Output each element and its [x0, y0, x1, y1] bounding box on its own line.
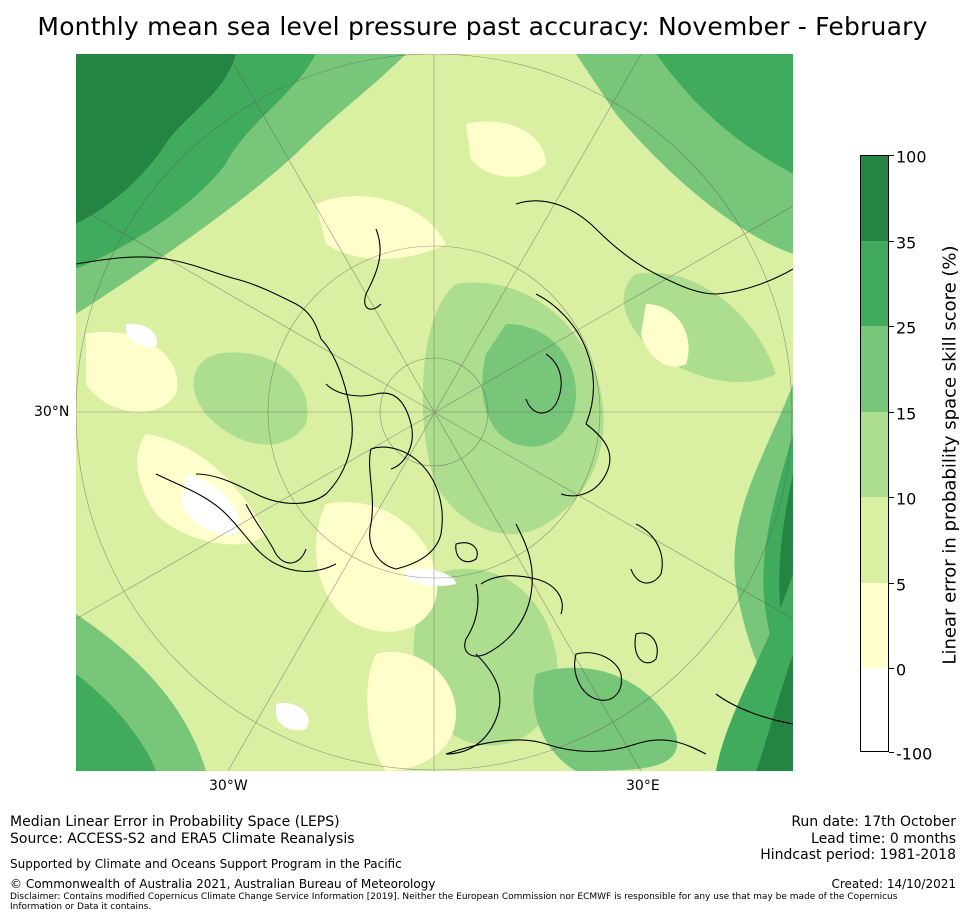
colorbar-tick-label: 15	[896, 404, 917, 424]
field-yellow-5	[316, 196, 446, 259]
coast-baltic	[480, 575, 563, 615]
field-yellow-1	[86, 332, 178, 413]
colorbar-bin-neg100-0	[860, 668, 889, 752]
lon-label-30e: 30°E	[626, 778, 660, 794]
footer-method: Median Linear Error in Probability Space…	[10, 814, 340, 830]
coast-iceland	[455, 542, 478, 563]
footer-support: Supported by Climate and Oceans Support …	[10, 857, 402, 871]
colorbar-tick-label: 10	[896, 489, 917, 509]
colorbar-title: Linear error in probability space skill …	[939, 245, 961, 665]
colorbar-bin-35-100	[860, 155, 889, 241]
colorbar-tick-label: -100	[896, 744, 933, 764]
coast-mediterranean	[445, 739, 707, 755]
map-title: Monthly mean sea level pressure past acc…	[37, 12, 928, 41]
graticule	[76, 54, 793, 771]
field-white-4	[126, 323, 157, 347]
colorbar-tick	[889, 155, 894, 156]
coast-persian-gulf	[715, 693, 793, 725]
graticule-meridian	[227, 54, 642, 771]
coast-black-sea	[574, 652, 622, 701]
coastlines	[76, 200, 793, 755]
colorbar-tick-label: 5	[896, 575, 907, 595]
field-sw-mid	[76, 674, 156, 771]
field-nw-light	[76, 54, 406, 314]
colorbar-tick	[889, 241, 894, 242]
footer-source: Source: ACCESS-S2 and ERA5 Climate Reana…	[10, 831, 355, 847]
field-yellow-6	[466, 121, 546, 177]
colorbar-bin-15-25	[860, 326, 889, 412]
coast-taymyr	[535, 293, 594, 425]
colorbar-bin-0-5	[860, 583, 889, 668]
coast-aral	[630, 523, 663, 584]
colorbar-bin-5-10	[860, 497, 889, 583]
colorbar-tick	[889, 326, 894, 327]
colorbar-tick-label: 35	[896, 233, 917, 253]
coast-west-europe	[445, 653, 501, 755]
field-white-3	[276, 703, 309, 731]
field-white-2	[406, 568, 456, 587]
skill-map[interactable]	[76, 54, 793, 771]
field-yellow-3	[316, 502, 438, 632]
lat-label-30n: 30°N	[34, 404, 70, 420]
coast-siberia	[515, 200, 793, 295]
colorbar-tick-label: 25	[896, 318, 917, 338]
colorbar-tick-label: 0	[896, 660, 907, 680]
coast-canada-west	[195, 338, 353, 505]
skill-map-canvas	[76, 54, 793, 771]
colorbar-tick	[889, 583, 894, 584]
coast-hudson-bay	[245, 503, 307, 564]
coast-alaska	[76, 256, 322, 340]
field-canada-patch	[193, 352, 308, 445]
field-nw-dark	[76, 54, 236, 224]
footer-disclaimer: Disclaimer: Contains modified Copernicus…	[10, 892, 898, 912]
footer-copyright: © Commonwealth of Australia 2021, Austra…	[10, 877, 436, 891]
colorbar	[860, 155, 889, 752]
coast-caspian	[634, 632, 658, 664]
colorbar-tick	[889, 668, 894, 669]
footer-hindcast: Hindcast period: 1981-2018	[760, 847, 956, 863]
field-yellow-7	[641, 304, 689, 367]
lon-label-30w: 30°W	[209, 778, 248, 794]
colorbar-bin-25-35	[860, 241, 889, 326]
field-ne-mid	[656, 54, 793, 174]
coast-baffin	[364, 228, 382, 310]
colorbar-bin-10-15	[860, 412, 889, 497]
footer-lead-time: Lead time: 0 months	[811, 831, 956, 847]
colorbar-tick	[889, 752, 894, 753]
colorbar-tick-label: 100	[896, 147, 927, 167]
field-white-1	[181, 474, 239, 535]
field-se-dark	[756, 654, 793, 771]
coast-novaya-zemlya	[525, 353, 562, 414]
coast-arctic-islands	[325, 383, 413, 470]
colorbar-tick	[889, 412, 894, 413]
coast-kara	[560, 423, 611, 497]
coast-scandinavia	[464, 523, 533, 657]
field-polar-core	[482, 324, 576, 447]
field-ne-light	[576, 54, 793, 254]
field-med-patch	[533, 667, 678, 771]
footer-run-date: Run date: 17th October	[791, 814, 956, 830]
footer-created: Created: 14/10/2021	[831, 877, 956, 891]
colorbar-tick	[889, 497, 894, 498]
field-nw-mid	[76, 54, 316, 269]
coast-greenland	[369, 446, 443, 570]
coast-hudson	[155, 473, 337, 572]
